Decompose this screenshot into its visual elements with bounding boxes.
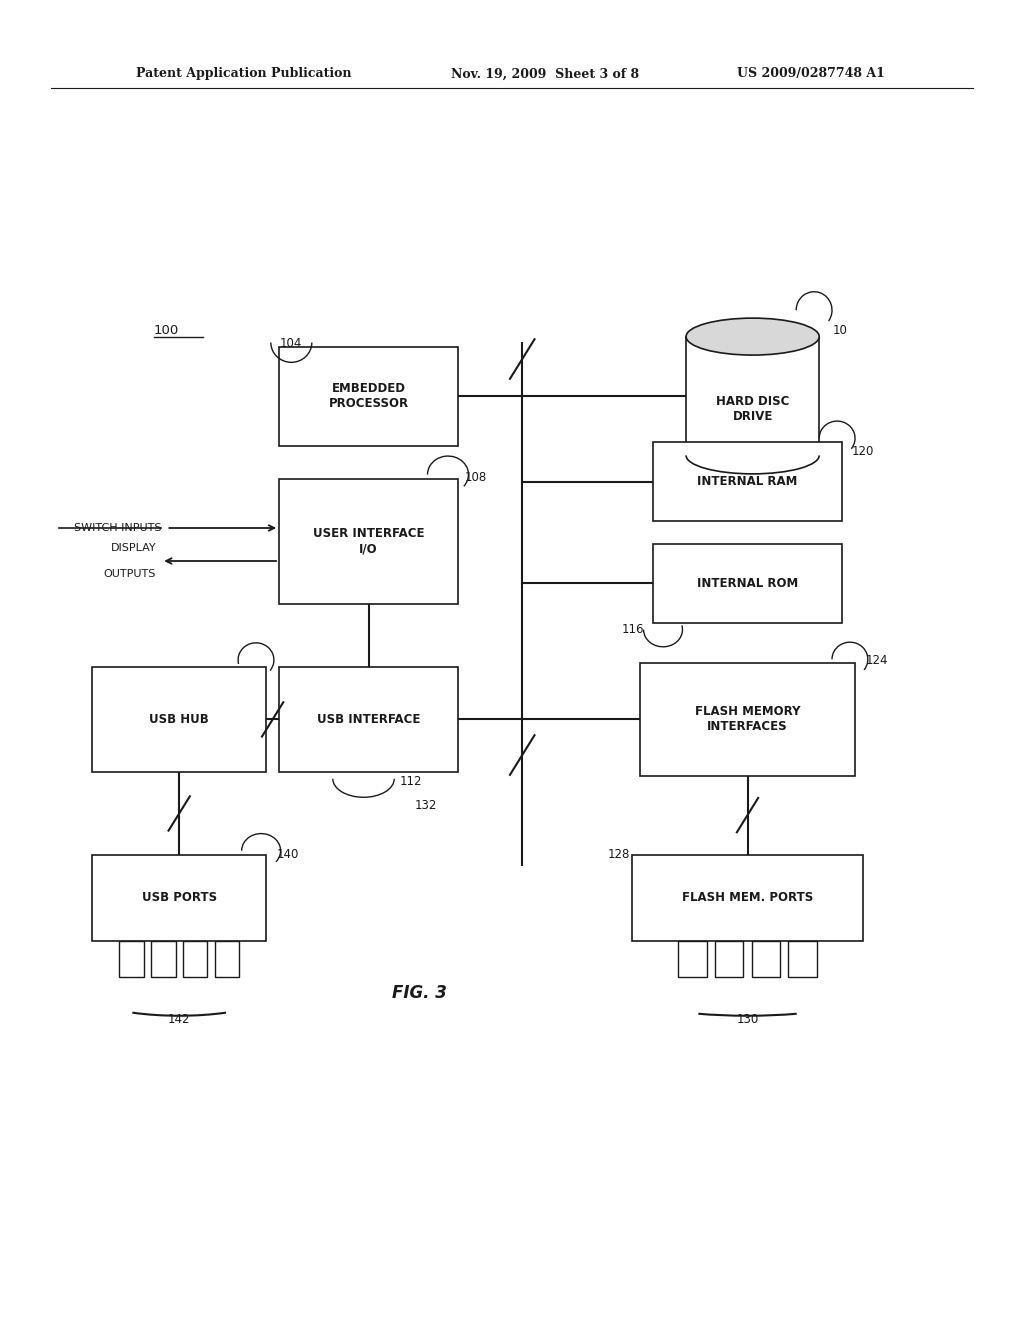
- Bar: [279, 479, 458, 605]
- Text: 112: 112: [399, 775, 422, 788]
- Text: HARD DISC
DRIVE: HARD DISC DRIVE: [716, 395, 790, 424]
- Text: 104: 104: [280, 337, 302, 350]
- Text: SWITCH INPUTS: SWITCH INPUTS: [74, 523, 161, 533]
- Bar: [632, 855, 862, 940]
- Text: FLASH MEM. PORTS: FLASH MEM. PORTS: [682, 891, 813, 904]
- Bar: [279, 667, 458, 772]
- Text: 10: 10: [833, 323, 848, 337]
- Bar: [279, 346, 458, 446]
- Bar: [715, 940, 743, 977]
- Bar: [119, 940, 143, 977]
- Text: EMBEDDED
PROCESSOR: EMBEDDED PROCESSOR: [329, 381, 409, 411]
- Text: Nov. 19, 2009  Sheet 3 of 8: Nov. 19, 2009 Sheet 3 of 8: [451, 67, 639, 81]
- Bar: [152, 940, 176, 977]
- Text: DISPLAY: DISPLAY: [111, 543, 156, 553]
- Text: Patent Application Publication: Patent Application Publication: [136, 67, 351, 81]
- Bar: [92, 855, 266, 940]
- Text: 116: 116: [622, 623, 644, 636]
- Text: USB PORTS: USB PORTS: [141, 891, 217, 904]
- Bar: [678, 940, 707, 977]
- Text: FLASH MEMORY
INTERFACES: FLASH MEMORY INTERFACES: [694, 705, 801, 734]
- Ellipse shape: [686, 318, 819, 355]
- Bar: [92, 667, 266, 772]
- Text: 128: 128: [607, 847, 630, 861]
- Bar: [640, 663, 855, 776]
- Text: 124: 124: [865, 653, 888, 667]
- Text: 132: 132: [415, 799, 437, 812]
- Text: 130: 130: [736, 1014, 759, 1026]
- Bar: [653, 544, 842, 623]
- Text: OUTPUTS: OUTPUTS: [103, 569, 156, 579]
- Text: 100: 100: [154, 323, 179, 337]
- Bar: [686, 337, 819, 455]
- Text: INTERNAL ROM: INTERNAL ROM: [697, 577, 798, 590]
- Text: FIG. 3: FIG. 3: [392, 983, 447, 1002]
- Text: 108: 108: [465, 471, 487, 484]
- Text: USB HUB: USB HUB: [150, 713, 209, 726]
- Text: USB INTERFACE: USB INTERFACE: [317, 713, 420, 726]
- Text: INTERNAL RAM: INTERNAL RAM: [697, 475, 798, 488]
- Text: 140: 140: [276, 847, 299, 861]
- Bar: [752, 940, 780, 977]
- Text: 142: 142: [168, 1014, 190, 1026]
- Text: USER INTERFACE
I/O: USER INTERFACE I/O: [313, 527, 424, 556]
- Bar: [653, 442, 842, 521]
- Text: US 2009/0287748 A1: US 2009/0287748 A1: [737, 67, 885, 81]
- Text: 120: 120: [852, 445, 874, 458]
- Bar: [788, 940, 817, 977]
- Bar: [182, 940, 207, 977]
- Bar: [215, 940, 239, 977]
